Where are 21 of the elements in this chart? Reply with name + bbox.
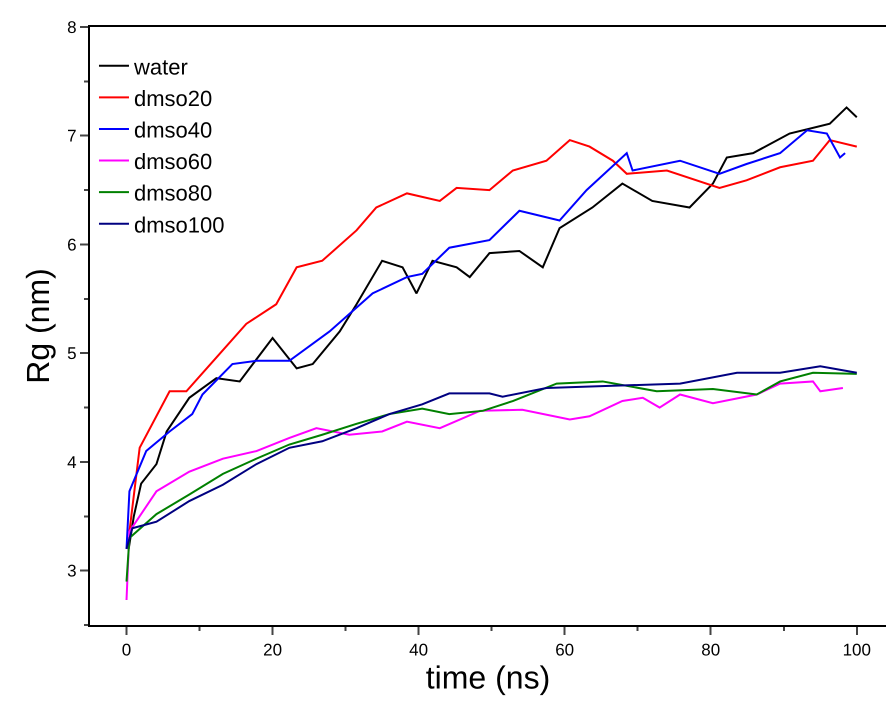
line-series	[126, 365, 858, 550]
legend-label: water	[132, 54, 188, 80]
y-tick-label: 6	[67, 235, 77, 254]
legend-label: dmso100	[134, 212, 224, 238]
legend-label: dmso40	[134, 118, 212, 143]
y-tick-label: 5	[67, 344, 77, 364]
y-tick-label: 4	[67, 452, 77, 472]
x-tick-label: 0	[122, 640, 132, 660]
y-tick-label: 3	[67, 562, 77, 581]
x-tick-label: 40	[409, 640, 428, 660]
x-tick-label: 20	[263, 640, 282, 660]
y-tick-label: 7	[67, 126, 77, 146]
legend-label: dmso20	[134, 86, 212, 111]
x-tick-label: 60	[555, 640, 574, 660]
y-axis-title: Rg (nm)	[20, 268, 56, 384]
x-axis-title: time (ns)	[426, 659, 550, 696]
legend-label: dmso60	[134, 149, 212, 174]
x-tick-label: 80	[701, 640, 720, 660]
x-tick-label: 100	[842, 640, 871, 660]
legend-label: dmso80	[134, 180, 212, 206]
y-tick-label: 8	[67, 18, 77, 37]
